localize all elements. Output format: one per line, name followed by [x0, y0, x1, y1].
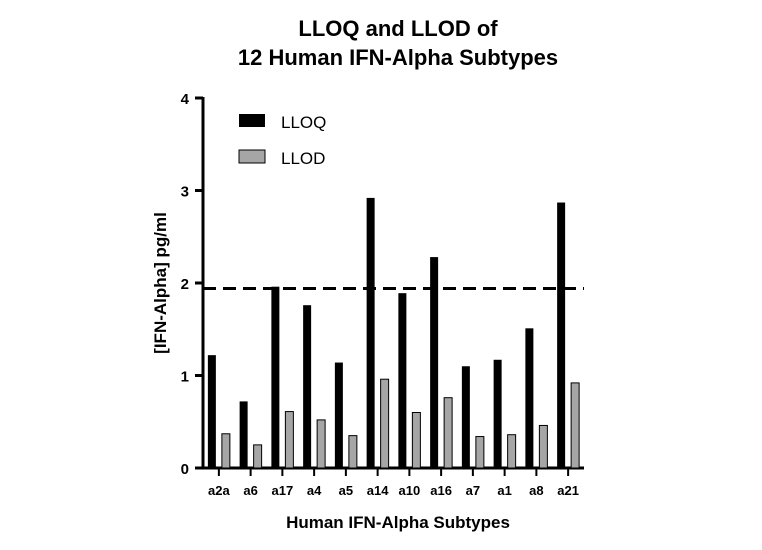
bar-llod-a4	[316, 419, 326, 469]
legend-label-llod: LLOD	[281, 149, 325, 168]
bar-llod-a1	[507, 434, 517, 469]
bar-llod-a7	[475, 436, 485, 469]
bar-llod-a2a	[221, 433, 231, 469]
y-tick-label: 1	[181, 369, 189, 386]
legend: LLOQ LLOD	[238, 113, 326, 168]
bar-llod-a16	[443, 397, 453, 469]
y-tick-label: 3	[181, 184, 189, 201]
bar-lloq-a2a	[207, 355, 216, 468]
plot-area: 0 1 2 3 4 a2a a6 a17 a4 a5 a14 a10 a16 a7 a1 a8 a21	[181, 91, 584, 498]
legend-swatch-lloq	[239, 114, 265, 127]
bar-lloq-a14	[366, 197, 375, 468]
bar-llod-a14	[380, 378, 390, 469]
x-axis-label: Human IFN-Alpha Subtypes	[286, 513, 510, 532]
x-tick-label: a4	[307, 483, 322, 498]
x-tick-label: a8	[529, 483, 543, 498]
bar-llod-a21	[570, 382, 580, 469]
y-tick-label: 4	[181, 91, 190, 108]
x-tick-label: a5	[339, 483, 353, 498]
x-tick-label: a6	[243, 483, 257, 498]
chart-title-line-1: LLOQ and LLOD of	[298, 16, 498, 41]
bar-lloq-a5	[334, 362, 343, 468]
bar-llod-a17	[284, 411, 294, 469]
bar-llod-a8	[538, 424, 548, 469]
x-tick-label: a17	[272, 483, 294, 498]
bar-lloq-a1	[493, 359, 502, 468]
bar-lloq-a4	[303, 305, 312, 468]
x-tick-label: a14	[367, 483, 389, 498]
chart-title-line-2: 12 Human IFN-Alpha Subtypes	[238, 45, 558, 70]
bar-llod-a6	[253, 444, 263, 469]
y-tick-label: 0	[181, 461, 189, 478]
bar-llod-a5	[348, 435, 358, 469]
bar-lloq-a6	[239, 401, 248, 468]
legend-swatch-llod	[238, 149, 266, 164]
bar-lloq-a8	[525, 328, 534, 468]
bar-llod-a10	[411, 412, 421, 469]
x-tick-label: a7	[466, 483, 480, 498]
x-tick-label: a16	[430, 483, 452, 498]
legend-label-lloq: LLOQ	[281, 113, 326, 132]
bar-lloq-a10	[398, 293, 407, 468]
x-tick-label: a1	[497, 483, 511, 498]
x-tick-label: a10	[399, 483, 421, 498]
y-axis-label: [IFN-Alpha] pg/ml	[151, 212, 170, 354]
x-tick-label: a21	[557, 483, 579, 498]
bar-lloq-a16	[430, 257, 439, 468]
x-tick-label: a2a	[208, 483, 230, 498]
bar-lloq-a17	[271, 286, 280, 468]
bar-lloq-a21	[557, 202, 566, 468]
bar-lloq-a7	[461, 366, 470, 468]
y-tick-label: 2	[181, 276, 189, 293]
